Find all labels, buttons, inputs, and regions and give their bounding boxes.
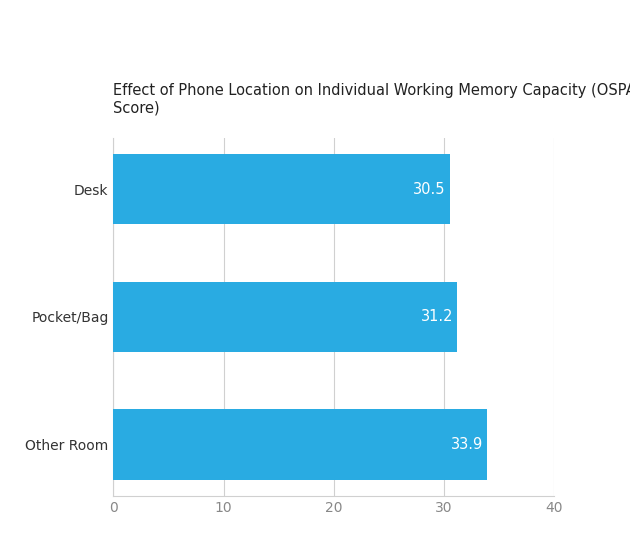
Text: Effect of Phone Location on Individual Working Memory Capacity (OSPAN
Score): Effect of Phone Location on Individual W… (113, 83, 630, 116)
Text: 30.5: 30.5 (413, 182, 445, 197)
Bar (113, 409, 487, 479)
Bar (113, 154, 450, 224)
Text: 31.2: 31.2 (420, 309, 453, 325)
Bar (113, 282, 457, 352)
Text: 33.9: 33.9 (450, 437, 483, 452)
